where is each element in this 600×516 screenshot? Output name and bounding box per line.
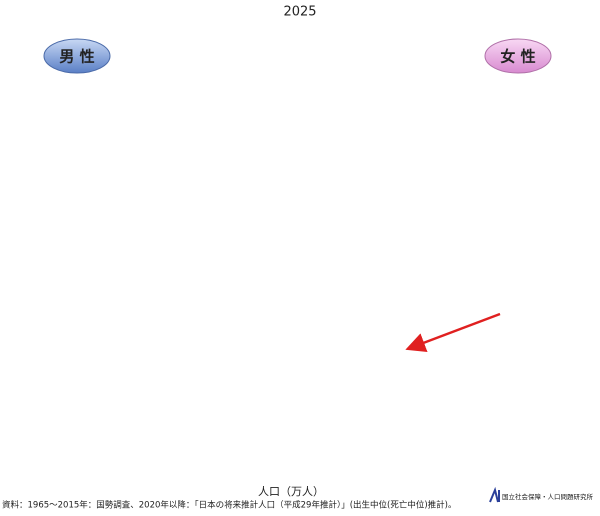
org-name: 国立社会保障・人口問題研究所 bbox=[502, 492, 594, 501]
male-label: 男 性 bbox=[59, 48, 94, 66]
male-badge bbox=[43, 38, 111, 74]
female-badge bbox=[484, 38, 552, 74]
annotation-arrow bbox=[405, 312, 501, 353]
source-note: 資料：1965～2015年：国勢調査、2020年以降：「日本の将来推計人口（平成… bbox=[2, 500, 456, 511]
chart-title: 2025 bbox=[283, 5, 316, 20]
female-label: 女 性 bbox=[500, 48, 535, 66]
org-logo bbox=[489, 486, 500, 503]
x-axis-label: 人口（万人） bbox=[258, 485, 324, 498]
